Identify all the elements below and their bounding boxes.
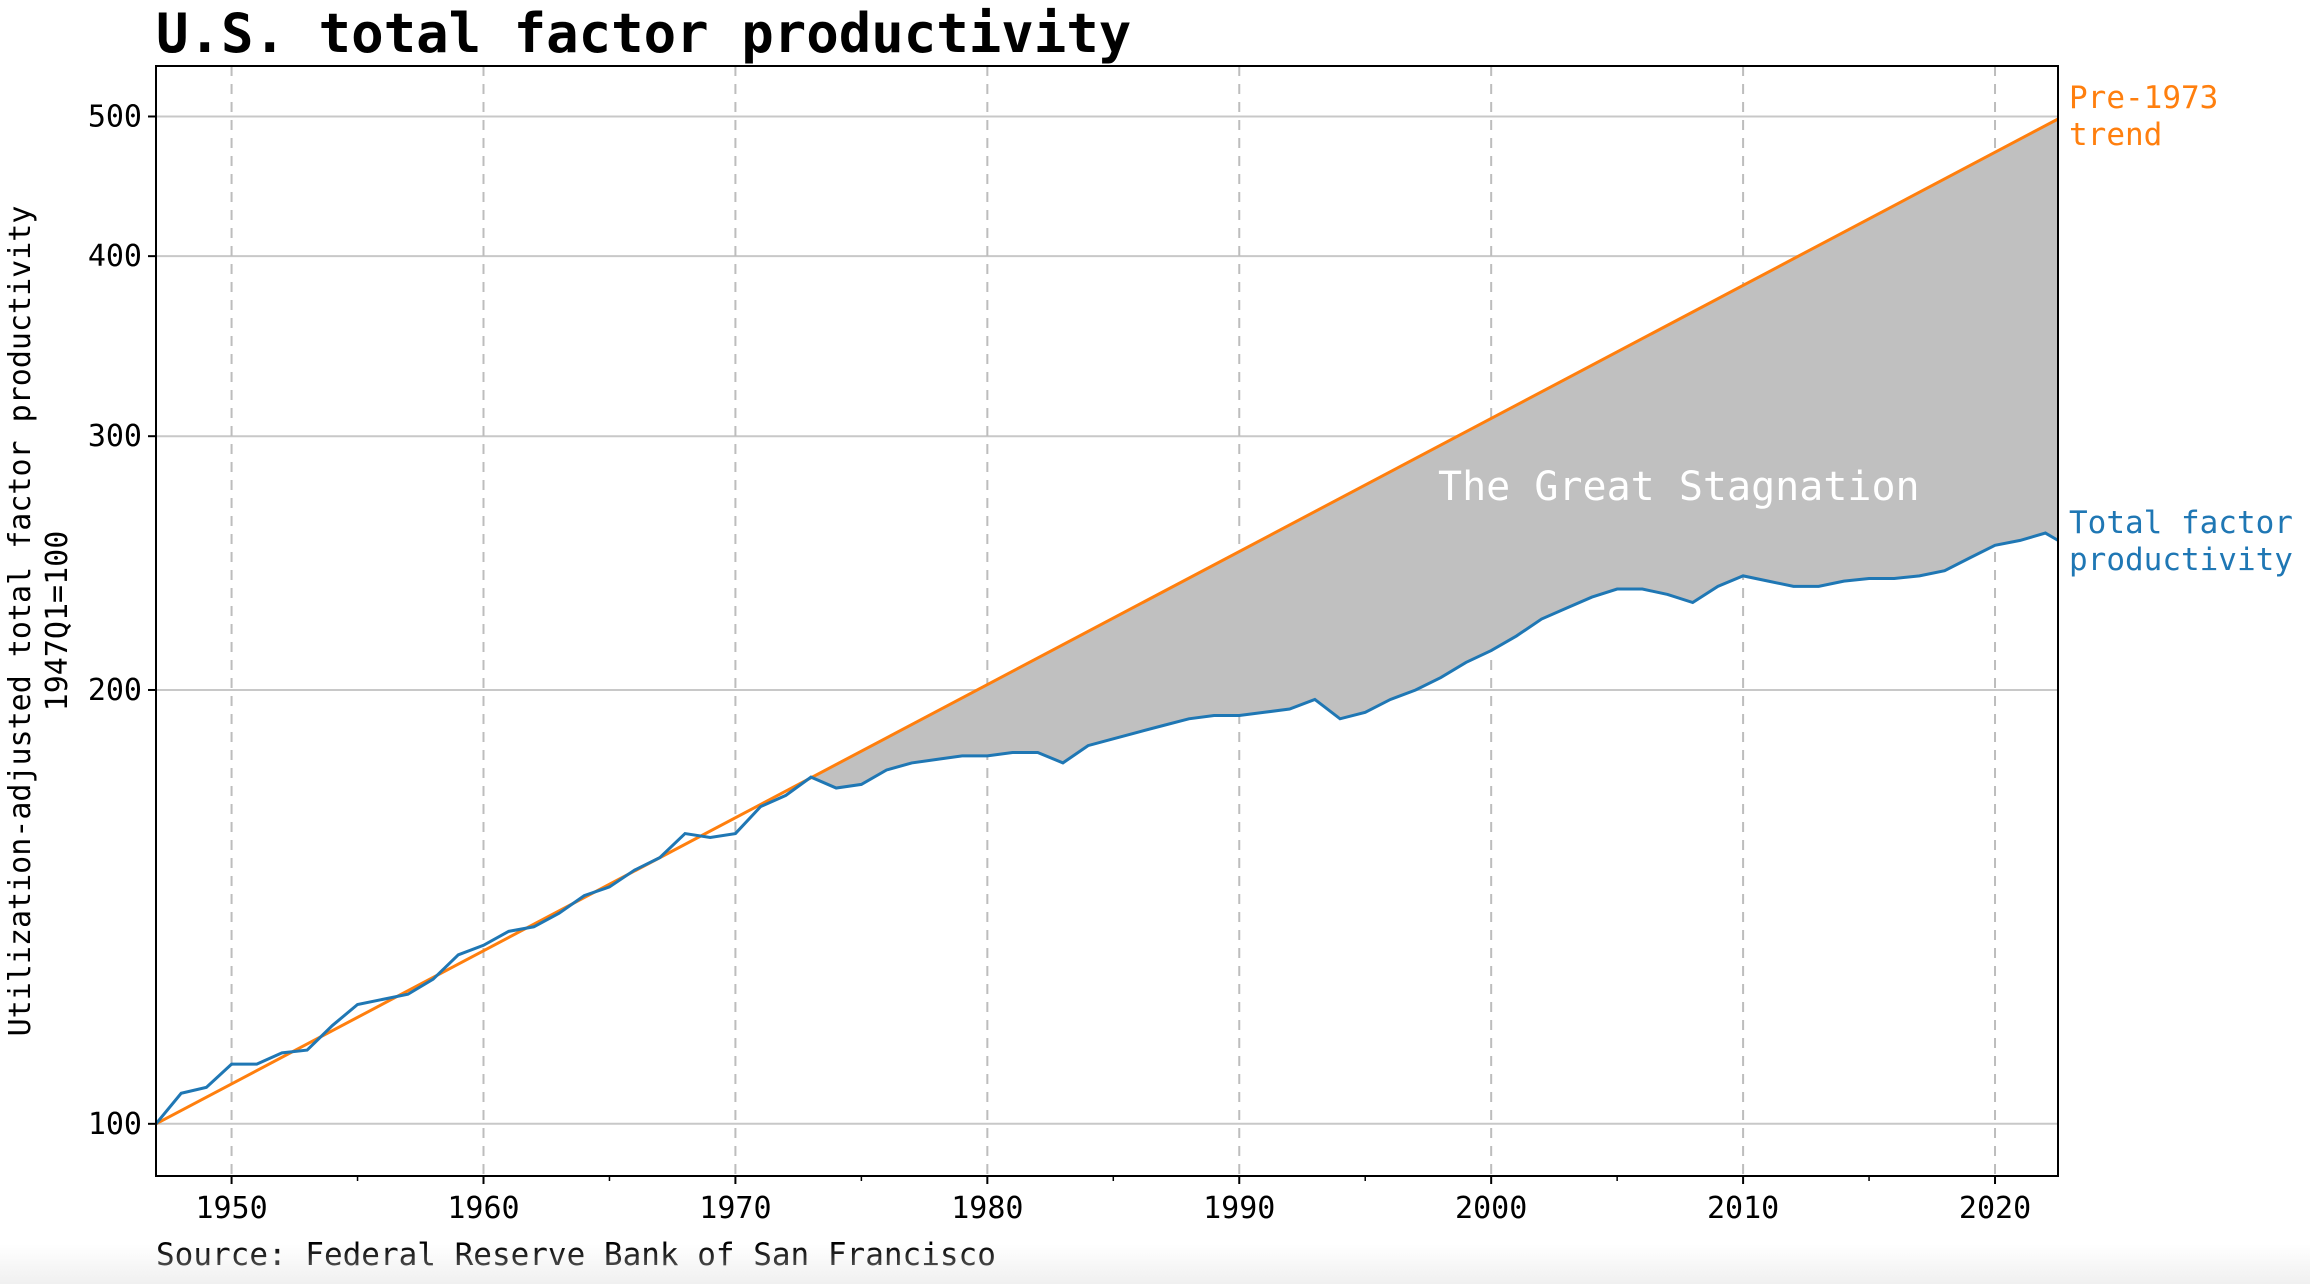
- y-axis-label-line1: Utilization-adjusted total factor produc…: [3, 206, 38, 1037]
- trend-label-line2: trend: [2069, 117, 2162, 153]
- y-axis-label-line2: 1947Q1=100: [40, 531, 75, 712]
- y-tick-label: 400: [88, 239, 142, 274]
- axis-ticks: 100 200 300 400 500 1950 1960 1970 1980 1990 2000 2…: [88, 99, 2031, 1226]
- y-tick-label: 500: [88, 99, 142, 134]
- great-stagnation-fill: [810, 118, 2058, 789]
- tfp-line: [154, 531, 2059, 1125]
- x-tick-label: 1960: [447, 1191, 519, 1226]
- tfp-label-line1: Total factor: [2069, 505, 2293, 541]
- y-tick-label: 100: [88, 1107, 142, 1142]
- y-tick-label: 200: [88, 673, 142, 708]
- trend-label-line1: Pre-1973: [2069, 80, 2218, 116]
- region-label: The Great Stagnation: [1438, 464, 1920, 510]
- bottom-shadow: [0, 1244, 2310, 1284]
- x-tick-label: 1970: [699, 1191, 771, 1226]
- x-tick-label: 2010: [1707, 1191, 1779, 1226]
- x-tick-label: 1980: [951, 1191, 1023, 1226]
- x-tick-label: 1950: [195, 1191, 267, 1226]
- chart-title: U.S. total factor productivity: [156, 2, 1131, 65]
- tfp-label-line2: productivity: [2069, 542, 2293, 578]
- x-tick-label: 1990: [1203, 1191, 1275, 1226]
- plot-frame: [155, 65, 2059, 1177]
- trend-line: [155, 117, 2059, 1126]
- y-tick-label: 300: [88, 419, 142, 454]
- x-tick-label: 2020: [1959, 1191, 2031, 1226]
- x-tick-label: 2000: [1455, 1191, 1527, 1226]
